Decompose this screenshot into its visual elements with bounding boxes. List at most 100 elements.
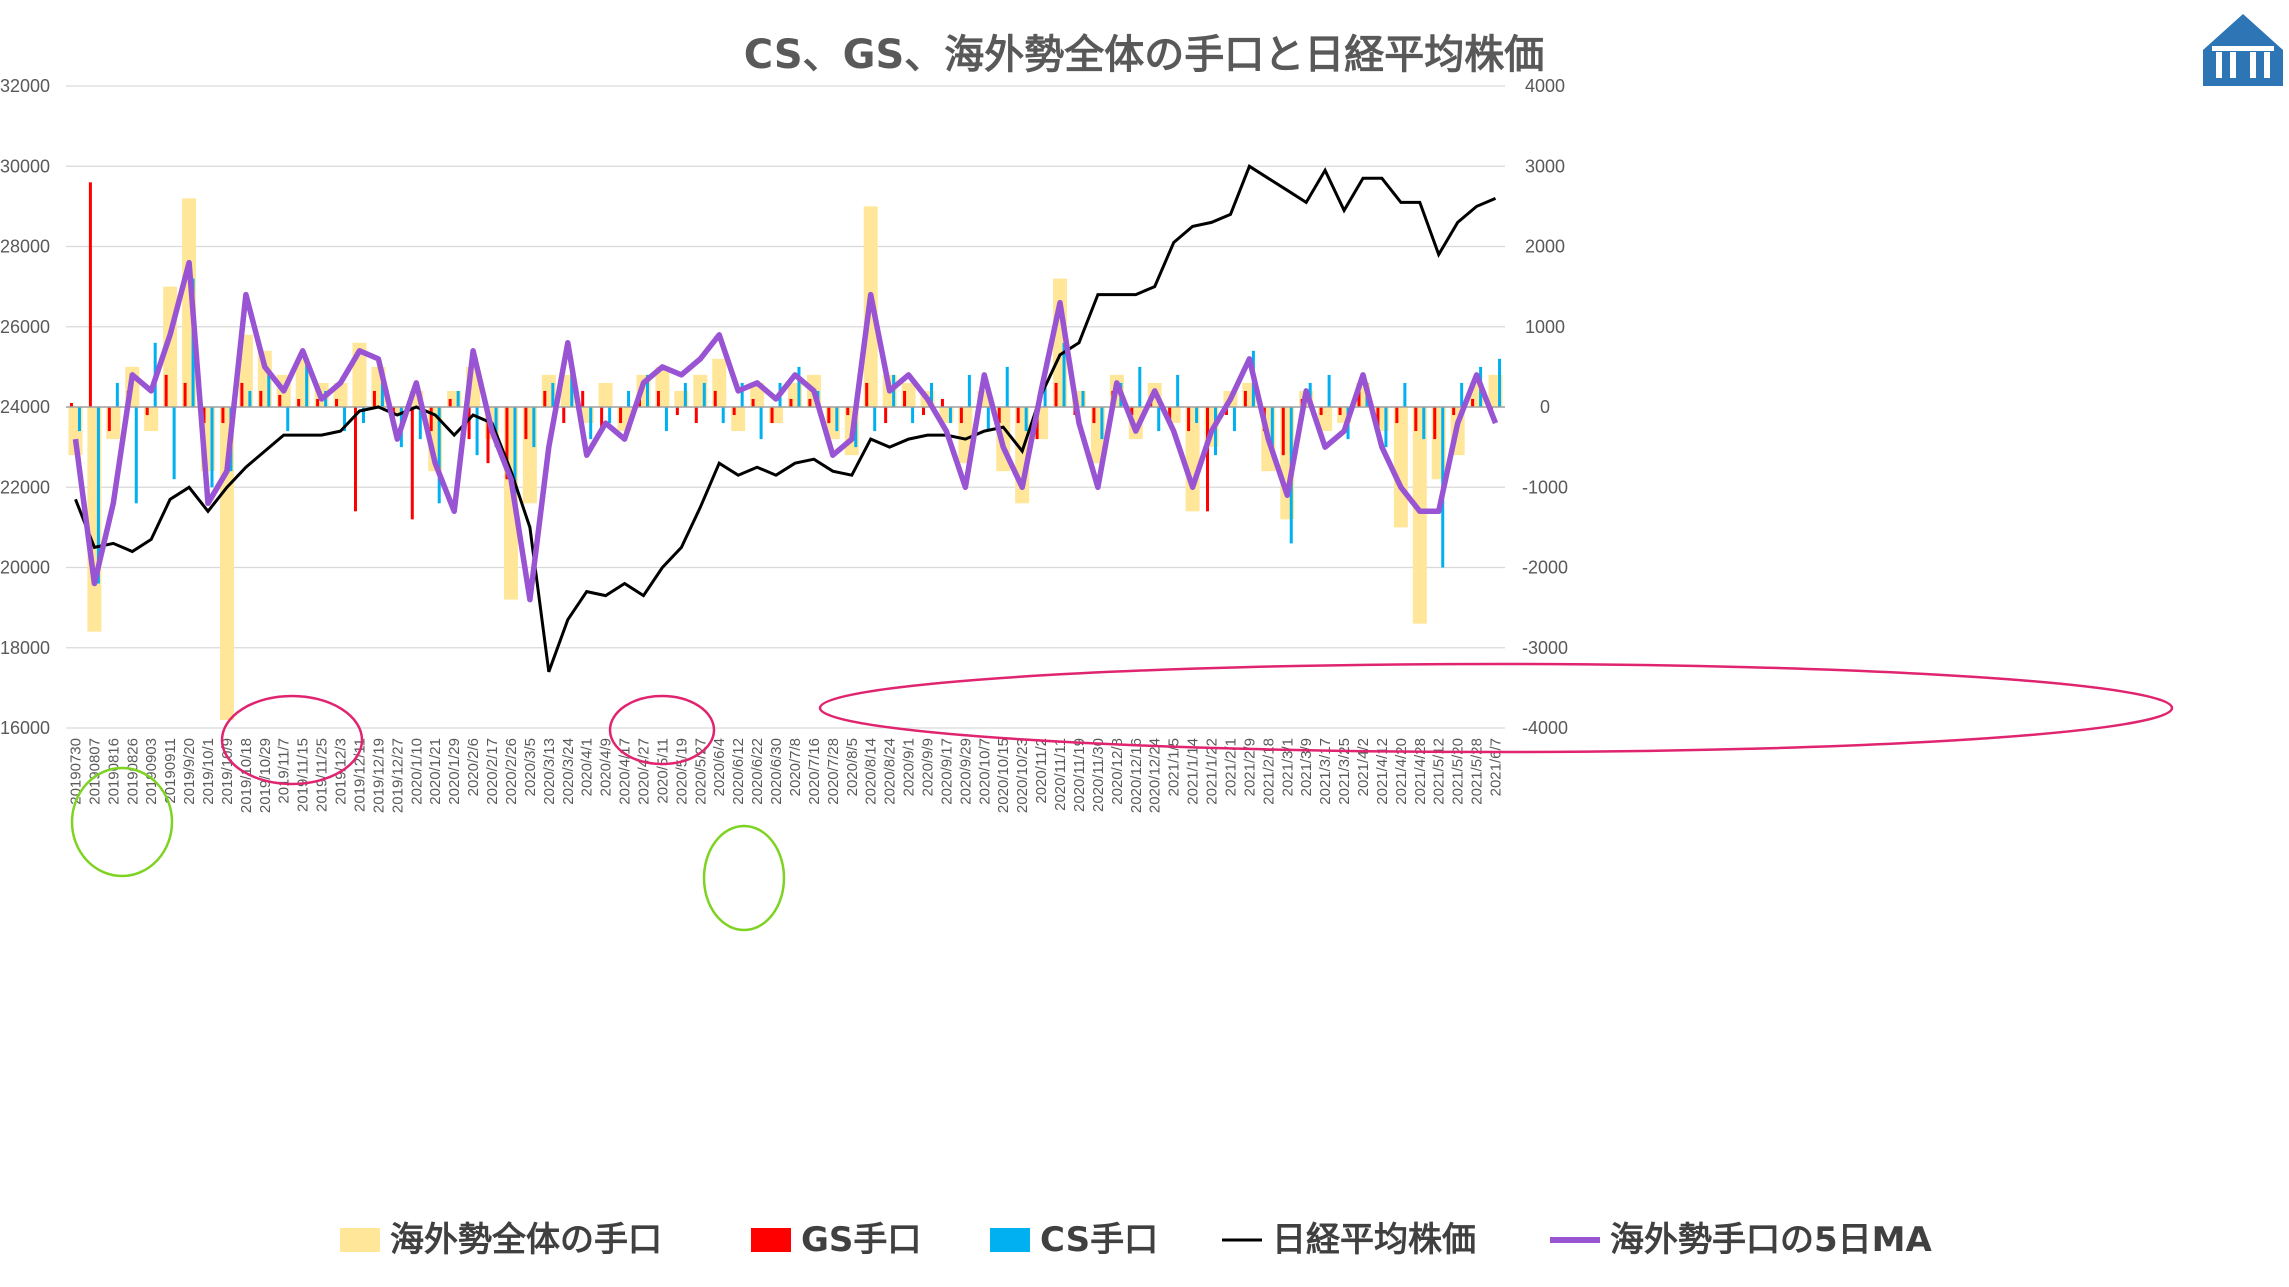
x-tick-40: 2020/7/28: [825, 738, 842, 805]
legend: 海外勢全体の手口 GS手口 CS手口 日経平均株価 海外勢手口の5日MA: [340, 1220, 1932, 1260]
x-tick-53: 2020/11/19: [1071, 738, 1088, 812]
gs-bar-44: [903, 390, 907, 407]
x-tick-16: 2019/12/19: [370, 738, 387, 813]
x-tick-34: 2020/6/4: [711, 738, 728, 796]
cs-bar-50: [1024, 407, 1028, 432]
x-tick-29: 2020/4/17: [617, 738, 634, 805]
gs-bar-13: [316, 398, 320, 407]
x-tick-10: 2019/10/29: [257, 738, 274, 813]
gs-bar-1: [88, 182, 92, 407]
gs-bar-19: [429, 407, 433, 432]
cs-bar-46: [948, 407, 952, 424]
cs-bar-49: [1005, 366, 1009, 407]
cs-bar-54: [1100, 407, 1104, 440]
y-left-tick-4: 24000: [0, 397, 50, 417]
cs-bar-14: [343, 407, 347, 432]
annotation-ellipse-2: [220, 694, 364, 786]
x-tick-2: 20190816: [105, 738, 122, 805]
x-tick-61: 2021/2/1: [1222, 738, 1239, 796]
cs-bar-35: [740, 382, 744, 407]
annotation-ellipse-1: [70, 766, 174, 878]
cs-bar-0: [77, 407, 81, 432]
gs-bar-52: [1054, 382, 1058, 407]
logo-icon: [2203, 14, 2283, 86]
y-left-tick-6: 28000: [0, 237, 50, 257]
y-right-tick-5: 1000: [1525, 317, 1565, 337]
x-tick-17: 2019/12/27: [389, 738, 406, 813]
x-tick-24: 2020/3/5: [522, 738, 539, 796]
x-tick-39: 2020/7/16: [806, 738, 823, 805]
gs-bar-64: [1281, 407, 1285, 456]
x-tick-23: 2020/2/26: [503, 738, 520, 805]
y-right-tick-6: 2000: [1525, 237, 1565, 257]
gs-bar-24: [524, 407, 528, 440]
y-right-tick-8: 4000: [1525, 76, 1565, 96]
x-tick-52: 2020/11/11: [1052, 738, 1069, 811]
gs-bar-28: [600, 407, 604, 432]
x-tick-46: 2020/9/17: [938, 738, 955, 805]
cs-bar-38: [797, 366, 801, 407]
cs-bar-32: [683, 382, 687, 407]
x-tick-13: 2019/11/25: [314, 738, 331, 812]
x-tick-37: 2020/6/30: [768, 738, 785, 805]
x-tick-45: 2020/9/9: [920, 738, 937, 796]
gs-bar-5: [164, 374, 168, 407]
cs-bar-18: [418, 407, 422, 440]
total-bar-28: [598, 382, 613, 407]
right-axis-ticks: -4000 -3000 -2000 -1000 0 1000 2000 3000 4000: [1522, 76, 1568, 738]
x-tick-8: 2019/10/9: [219, 738, 236, 805]
x-tick-21: 2020/2/6: [465, 738, 482, 796]
legend-swatch-gs: [751, 1228, 791, 1252]
gs-bar-38: [789, 398, 793, 407]
gs-bar-18: [410, 407, 414, 520]
x-tick-68: 2021/4/2: [1355, 738, 1372, 796]
cs-bar-34: [721, 407, 725, 424]
total-bar-17: [390, 407, 405, 416]
y-right-tick-7: 3000: [1525, 156, 1565, 176]
gs-bar-72: [1433, 407, 1437, 440]
x-tick-11: 2019/11/7: [276, 738, 293, 804]
x-tick-12: 2019/11/15: [295, 738, 312, 812]
gs-bar-35: [732, 407, 736, 416]
annotation-ellipse-5: [818, 662, 2174, 754]
x-tick-65: 2021/3/9: [1298, 738, 1315, 796]
gs-bar-45: [922, 407, 926, 416]
gs-bar-41: [846, 407, 850, 416]
gs-bar-10: [259, 390, 263, 407]
gs-bar-8: [221, 407, 225, 424]
chart-title: CS、GS、海外勢全体の手口と日経平均株価: [744, 32, 1545, 78]
x-tick-62: 2021/2/9: [1241, 738, 1258, 796]
legend-label-ma: 海外勢手口の5日MA: [1610, 1220, 1932, 1260]
y-left-tick-0: 16000: [0, 718, 50, 738]
y-left-tick-7: 30000: [0, 156, 50, 176]
gs-bar-66: [1319, 407, 1323, 416]
cs-bar-52: [1062, 342, 1066, 407]
cs-bar-24: [532, 407, 536, 448]
gs-bar-62: [1243, 390, 1247, 407]
x-tick-72: 2021/5/12: [1431, 738, 1448, 805]
gs-bar-37: [770, 407, 774, 424]
cs-bar-12: [305, 358, 309, 407]
cs-bar-27: [589, 407, 593, 440]
cs-bar-11: [286, 407, 290, 432]
x-tick-26: 2020/3/24: [560, 738, 577, 805]
x-tick-1: 20190807: [86, 738, 103, 805]
gs-bar-32: [675, 407, 679, 416]
x-tick-35: 2020/6/12: [730, 738, 747, 805]
gs-bar-21: [467, 407, 471, 440]
gs-bar-70: [1395, 407, 1399, 424]
x-tick-42: 2020/8/14: [863, 738, 880, 805]
x-tick-6: 2019/9/20: [181, 738, 198, 805]
cs-bar-61: [1232, 407, 1236, 432]
x-tick-41: 2020/8/5: [844, 738, 861, 796]
cs-bar-22: [494, 407, 498, 448]
cs-bar-69: [1384, 407, 1388, 448]
gs-bar-39: [808, 398, 812, 407]
y-right-tick-1: -3000: [1522, 638, 1568, 658]
gs-bar-29: [619, 407, 623, 424]
gs-bar-42: [865, 382, 869, 407]
gs-bar-49: [997, 407, 1001, 424]
gs-bar-2: [107, 407, 111, 432]
x-tick-32: 2020/5/19: [673, 738, 690, 805]
